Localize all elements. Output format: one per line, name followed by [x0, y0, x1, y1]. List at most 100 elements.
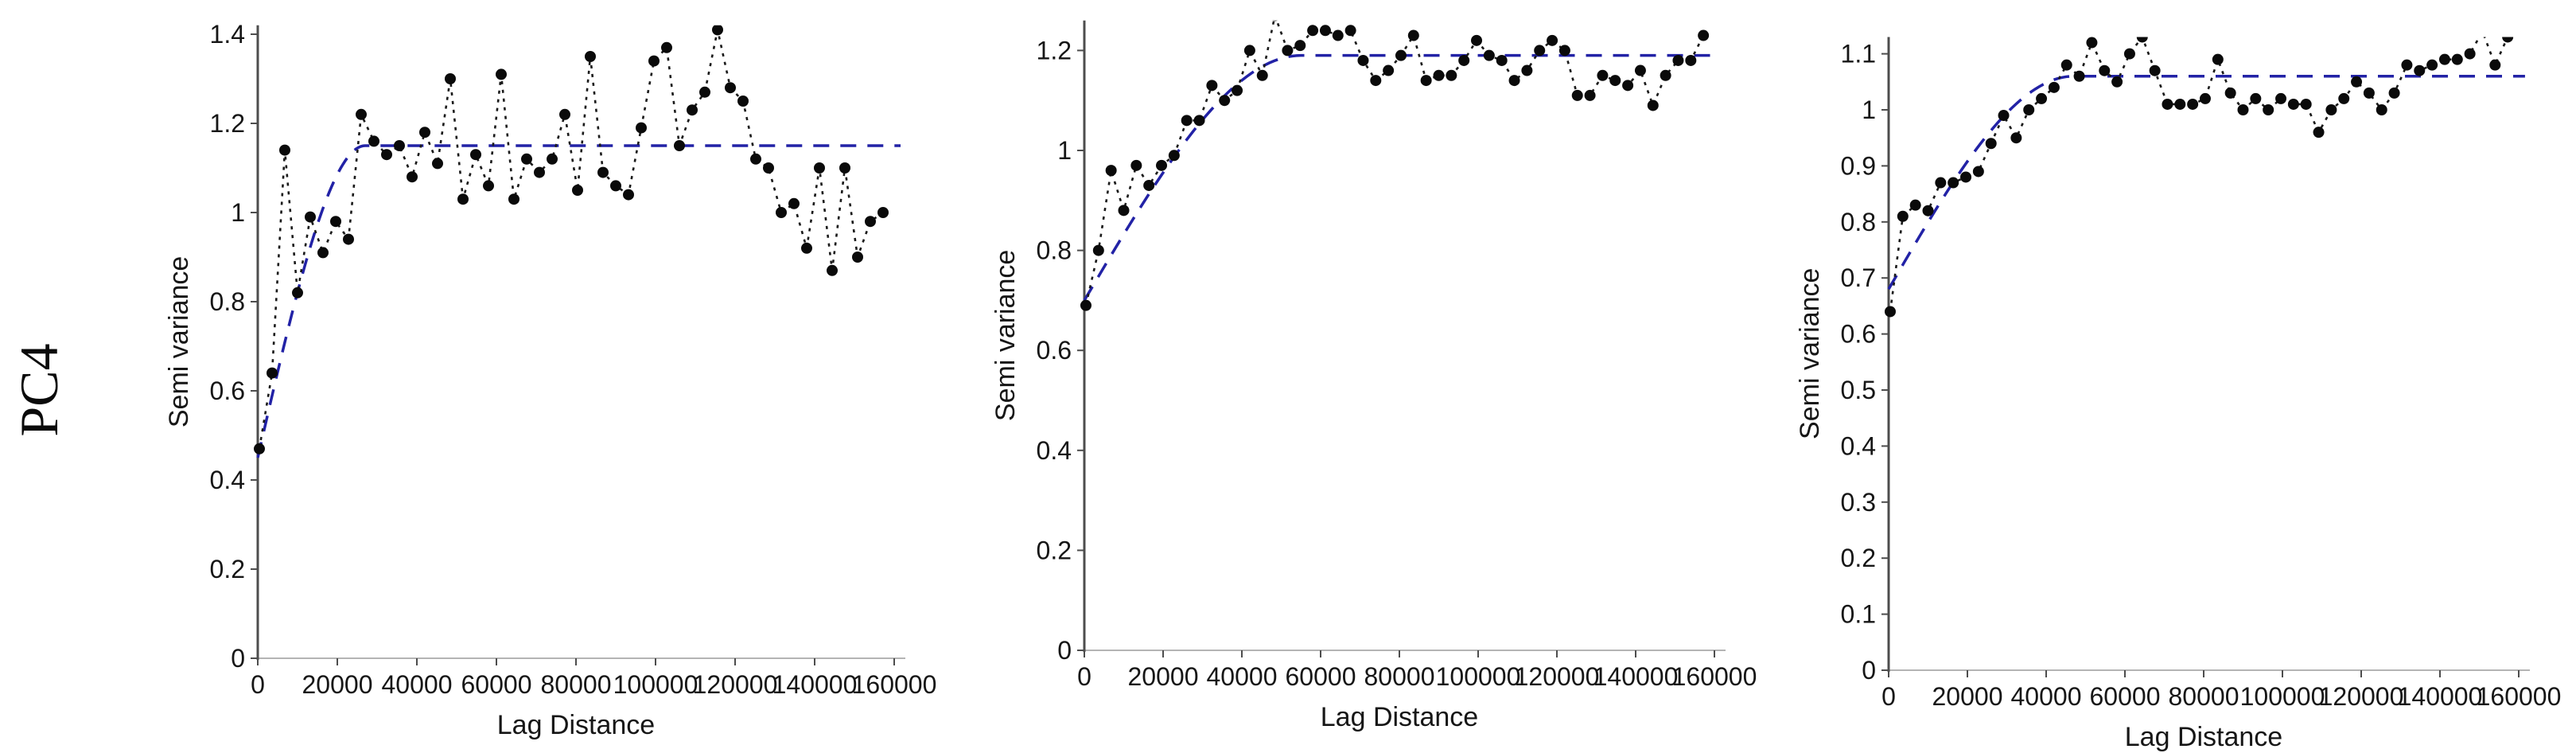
empirical-line [258, 29, 884, 450]
data-point [1547, 34, 1558, 46]
x-tick-label: 20000 [302, 670, 373, 699]
data-point [1181, 115, 1193, 127]
data-point [2489, 59, 2501, 71]
data-point [1483, 49, 1495, 61]
data-point [1685, 54, 1697, 66]
x-tick-label: 60000 [1286, 662, 1356, 691]
row-label-pc4: PC4 [9, 343, 69, 437]
data-point [2338, 92, 2350, 104]
x-tick-label: 140000 [2398, 682, 2483, 711]
data-point [2048, 81, 2060, 93]
data-point [1319, 25, 1331, 37]
data-point [1609, 75, 1621, 87]
empirical-line [1084, 20, 1705, 306]
y-tick-label: 1 [1862, 96, 1876, 124]
y-tick-label: 0 [1862, 656, 1876, 685]
y-axis-title: Semi variance [990, 250, 1021, 421]
x-tick-label: 100000 [613, 670, 698, 699]
data-point [1118, 205, 1130, 217]
x-tick-label: 160000 [2477, 682, 2562, 711]
x-tick-label: 0 [1881, 682, 1896, 711]
x-tick-label: 20000 [1128, 662, 1199, 691]
model-curve [256, 144, 901, 458]
data-point [1256, 69, 1268, 81]
y-tick-label: 0.2 [210, 555, 245, 583]
y-tick-label: 0.3 [1841, 488, 1876, 517]
data-point [2099, 64, 2111, 76]
x-tick-label: 140000 [772, 670, 858, 699]
y-tick-label: 0.4 [1037, 436, 1072, 465]
y-tick-label: 0.2 [1037, 536, 1072, 564]
data-point [1660, 69, 1671, 81]
data-point [1206, 80, 1218, 92]
x-tick-label: 40000 [2011, 682, 2082, 711]
variogram-panel-2: 0 20000 40000 60000 80000 1000001200001400001… [990, 20, 1757, 732]
variogram-panel-1: 0 20000 40000 60000 80000 1000001200001400001… [164, 20, 936, 740]
x-axis-title: Lag Distance [1321, 702, 1478, 732]
y-tick-label: 0.4 [210, 466, 245, 494]
data-point [457, 193, 469, 205]
y-axis-title: Semi variance [1795, 268, 1825, 439]
data-point [2275, 92, 2287, 104]
data-point [343, 233, 354, 245]
data-point [1294, 40, 1306, 52]
data-point [1433, 69, 1445, 81]
data-point [674, 140, 685, 151]
data-point [1130, 159, 1142, 171]
y-tick-label: 0.8 [1037, 236, 1072, 265]
data-point [2111, 76, 2123, 88]
data-point [508, 193, 519, 205]
x-tick-label: 0 [1077, 662, 1091, 691]
data-point [1420, 75, 1432, 87]
data-point [2123, 48, 2135, 60]
data-point [2287, 98, 2299, 110]
data-point [2401, 59, 2413, 71]
plot-area [1080, 20, 1721, 311]
x-tick-label: 80000 [2169, 682, 2239, 711]
y-tick-label: 1.2 [1037, 36, 1072, 64]
y-tick-label: 0 [1057, 636, 1072, 665]
data-point [661, 41, 672, 53]
data-point [1571, 89, 1583, 101]
x-tick-label: 80000 [541, 670, 612, 699]
data-point [610, 180, 621, 192]
y-tick-label: 1.2 [210, 109, 245, 138]
x-axis-title: Lag Distance [2125, 722, 2282, 752]
data-point [2073, 70, 2085, 82]
data-point [865, 216, 876, 228]
data-point [1622, 80, 1634, 92]
data-point [877, 207, 889, 218]
data-point [1193, 115, 1205, 127]
data-point [279, 144, 290, 156]
data-point [1232, 84, 1243, 96]
data-point [1634, 64, 1646, 76]
data-point [750, 153, 761, 165]
x-tick-label: 160000 [852, 670, 937, 699]
data-point [521, 153, 532, 165]
data-point [2212, 53, 2224, 65]
data-point [1935, 177, 1947, 189]
y-tick-label: 0.9 [1841, 151, 1876, 180]
data-point [559, 108, 570, 120]
y-tick-label: 0.8 [1841, 208, 1876, 236]
data-point [394, 140, 405, 151]
data-point [776, 207, 787, 218]
data-point [1884, 306, 1896, 318]
data-point [2086, 37, 2098, 49]
x-tick-label: 40000 [382, 670, 453, 699]
data-point [368, 135, 379, 147]
data-point [547, 153, 558, 165]
data-point [432, 158, 443, 170]
data-point [1897, 210, 1909, 222]
x-tick-label: 140000 [1593, 662, 1679, 691]
data-point [2162, 98, 2173, 110]
y-tick-label: 0.1 [1841, 600, 1876, 629]
y-tick-label: 0.4 [1841, 431, 1876, 460]
data-point [725, 82, 736, 94]
data-point [1332, 29, 1344, 41]
data-point [712, 25, 723, 36]
x-tick-label: 120000 [2319, 682, 2404, 711]
y-tick-label: 1.4 [210, 20, 245, 49]
x-tick-label: 120000 [1515, 662, 1600, 691]
